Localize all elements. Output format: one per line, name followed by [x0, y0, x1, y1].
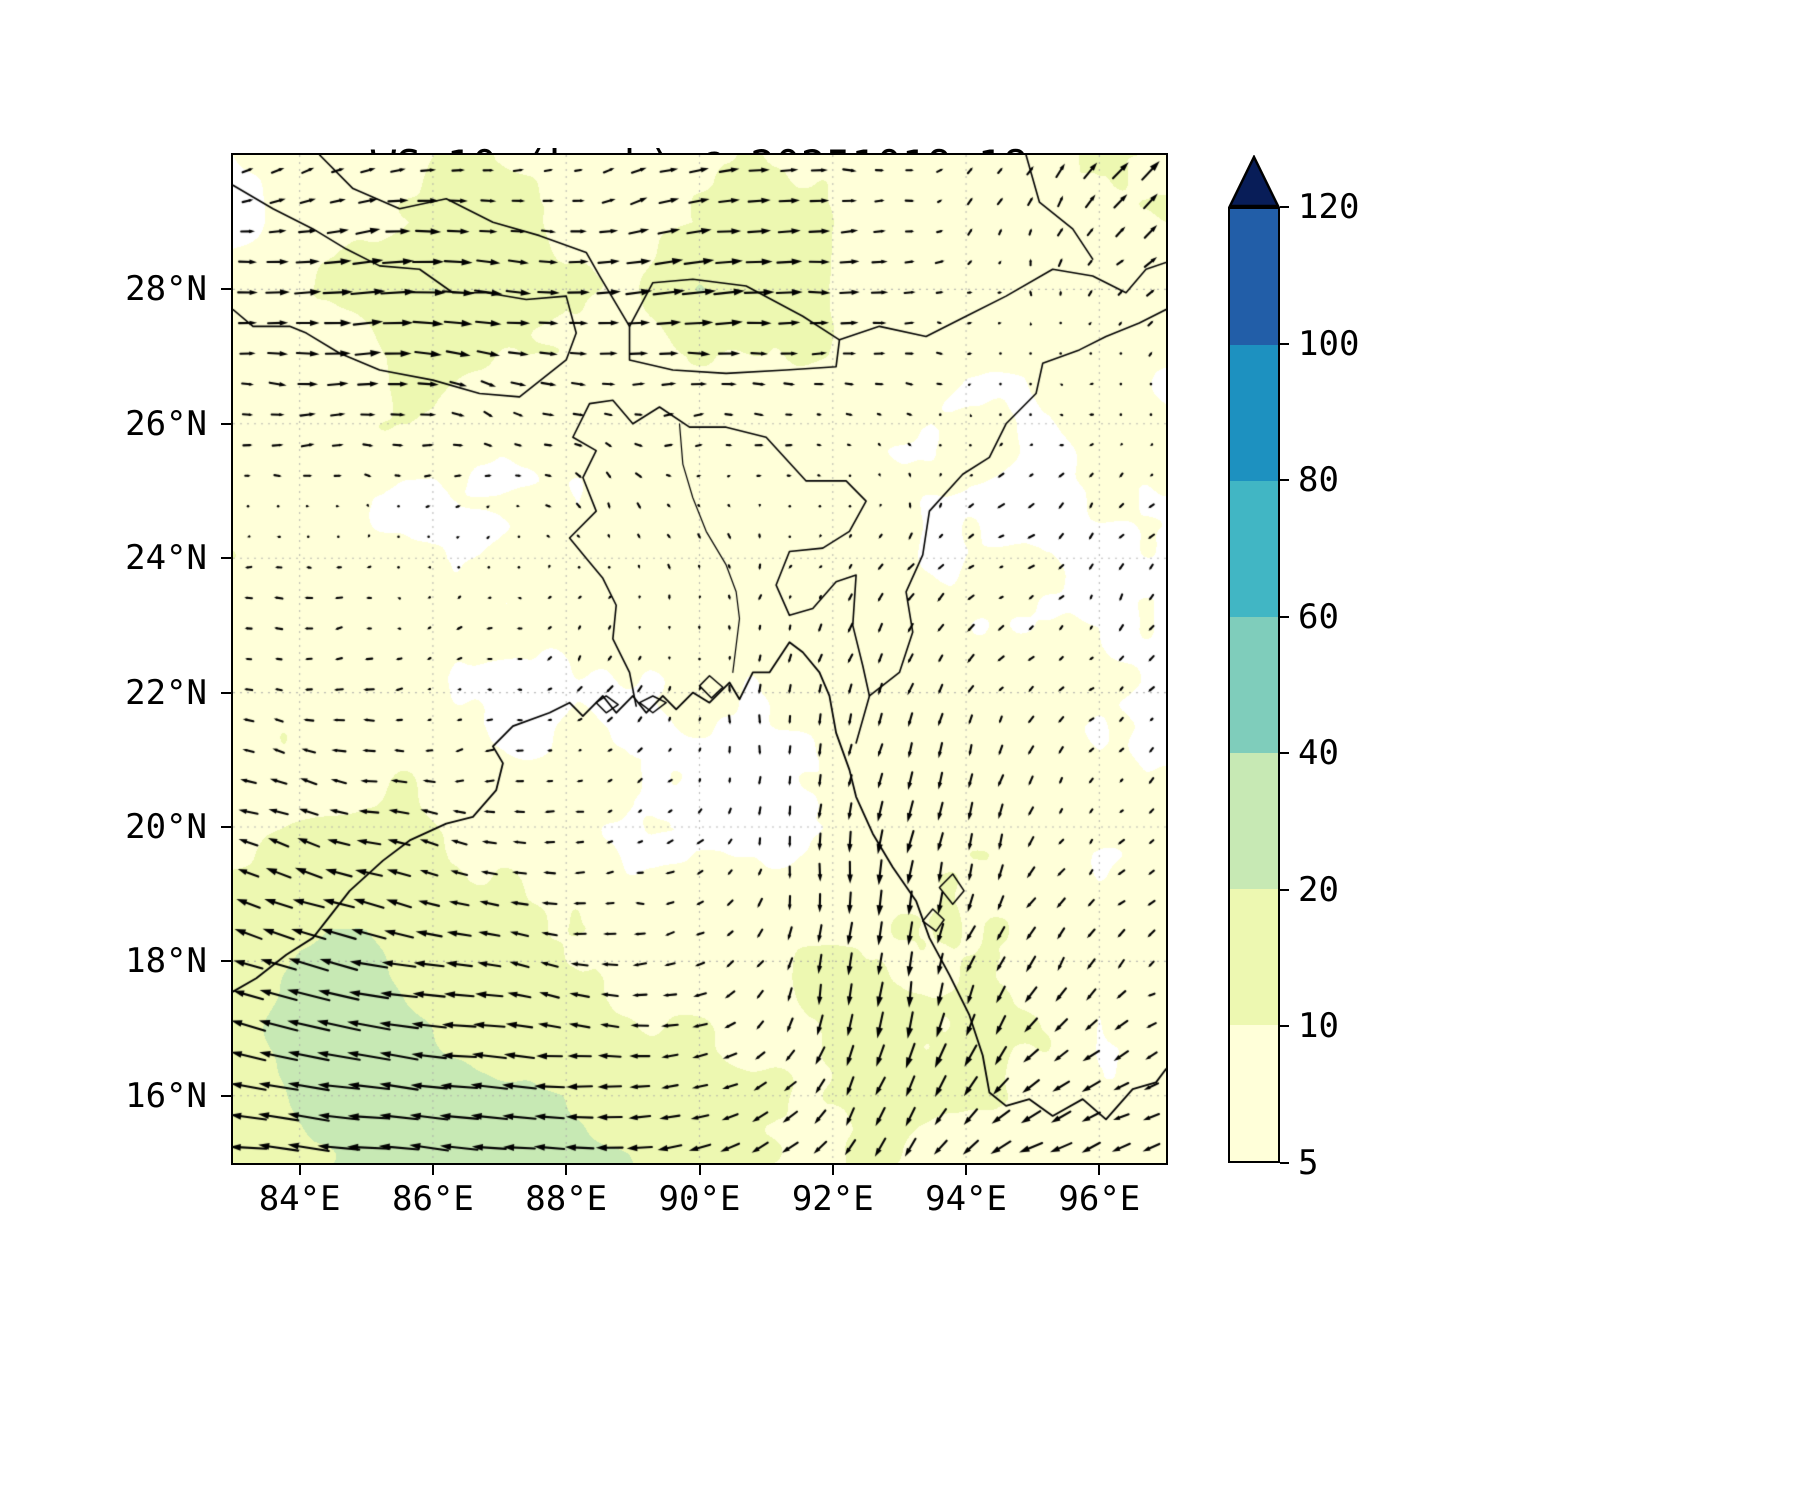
x-tick-label: 90°E: [658, 1179, 741, 1219]
colorbar-over-triangle: [1228, 155, 1280, 207]
y-tick-mark: [221, 960, 231, 963]
colorbar-tick: [1280, 342, 1289, 345]
colorbar-tick: [1280, 479, 1289, 482]
x-tick-label: 94°E: [925, 1179, 1007, 1219]
x-tick-mark: [698, 1165, 701, 1175]
colorbar-tick: [1280, 206, 1289, 208]
colorbar-tick-label: 60: [1298, 596, 1339, 637]
wind-map-canvas: [233, 155, 1166, 1163]
y-tick-mark: [221, 826, 231, 828]
colorbar-tick: [1280, 752, 1289, 755]
colorbar-tick-label: 10: [1298, 1006, 1339, 1047]
colorbar-segment: [1230, 889, 1278, 1025]
colorbar-bar: [1228, 207, 1280, 1163]
x-tick-label: 88°E: [525, 1179, 608, 1219]
colorbar-segment: [1230, 753, 1278, 889]
colorbar-tick-label: 120: [1298, 187, 1360, 227]
y-tick-label: 28°N: [125, 269, 207, 310]
x-tick-mark: [431, 1165, 434, 1175]
colorbar-tick: [1280, 888, 1289, 891]
y-tick-mark: [221, 288, 231, 291]
y-tick-label: 18°N: [125, 941, 207, 982]
x-tick-mark: [298, 1165, 301, 1175]
colorbar-tick-label: 40: [1298, 733, 1339, 774]
colorbar-segment: [1230, 1025, 1278, 1161]
x-tick-mark: [565, 1165, 568, 1175]
map-plot-area: [231, 153, 1168, 1165]
colorbar-tick-label: 80: [1298, 460, 1339, 501]
x-tick-mark: [1098, 1165, 1101, 1175]
y-tick-label: 20°N: [125, 807, 207, 847]
x-tick-label: 96°E: [1058, 1179, 1141, 1219]
colorbar-tick: [1280, 615, 1289, 618]
y-tick-mark: [221, 1094, 231, 1097]
colorbar-segment: [1230, 617, 1278, 753]
colorbar-tick: [1280, 1025, 1289, 1028]
y-tick-label: 16°N: [125, 1075, 207, 1116]
colorbar-tick-label: 5: [1298, 1143, 1319, 1183]
colorbar-over-triangle-shape: [1228, 155, 1280, 207]
x-tick-label: 86°E: [391, 1179, 474, 1219]
x-tick-label: 92°E: [791, 1179, 874, 1219]
y-tick-label: 22°N: [125, 672, 207, 713]
x-tick-label: 84°E: [258, 1179, 341, 1219]
colorbar-segment: [1230, 481, 1278, 617]
x-tick-mark: [965, 1165, 968, 1175]
colorbar-tick-label: 100: [1298, 323, 1360, 364]
y-tick-mark: [221, 557, 231, 560]
colorbar-tick-label: 20: [1298, 869, 1339, 910]
colorbar-segment: [1230, 345, 1278, 481]
colorbar-segment: [1230, 209, 1278, 345]
colorbar-tick: [1280, 1162, 1289, 1164]
y-tick-label: 26°N: [125, 403, 207, 444]
y-tick-label: 24°N: [125, 538, 207, 579]
y-tick-mark: [221, 422, 231, 425]
y-tick-mark: [221, 691, 231, 694]
x-tick-mark: [831, 1165, 834, 1175]
